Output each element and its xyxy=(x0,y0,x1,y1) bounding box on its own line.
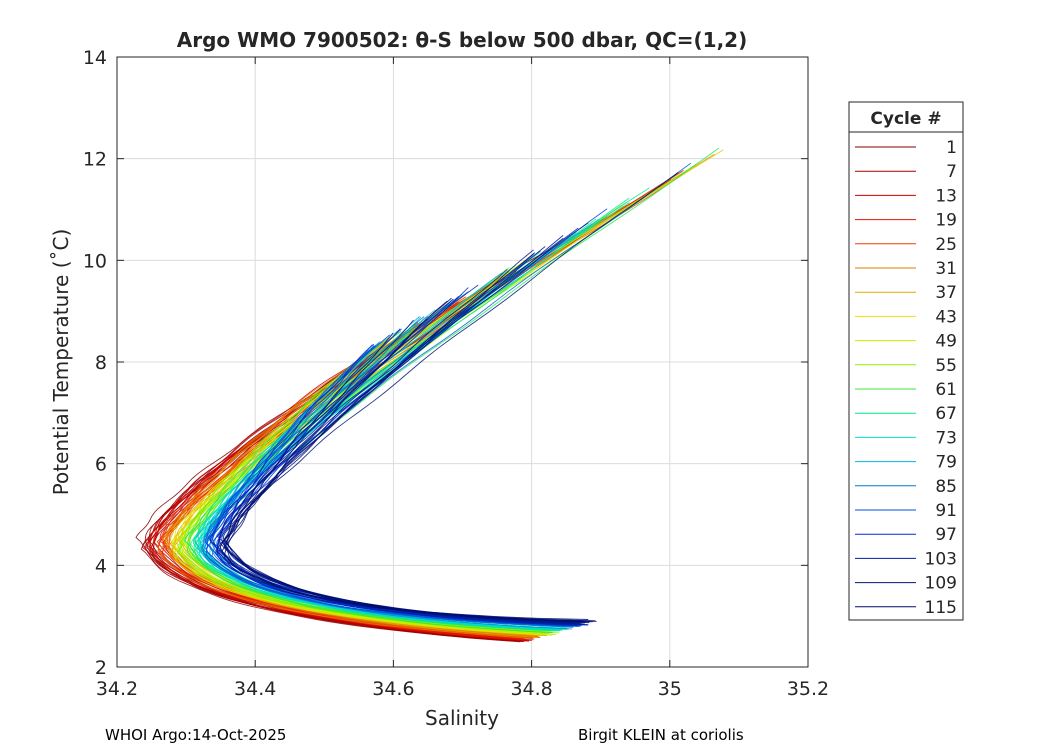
x-axis-label: Salinity xyxy=(425,706,499,730)
y-axis-label: Potential Temperature (˚C) xyxy=(49,229,73,496)
profile-line xyxy=(221,332,597,622)
profile-line xyxy=(203,250,572,630)
footer-left: WHOI Argo:14-Oct-2025 xyxy=(105,726,287,744)
legend-label: 1 xyxy=(946,138,957,158)
legend-label: 31 xyxy=(935,259,957,279)
profile-lines xyxy=(135,147,724,643)
profile-line xyxy=(145,336,532,642)
legend-title: Cycle # xyxy=(870,109,941,129)
y-tick-label: 8 xyxy=(95,352,107,374)
legend-label: 85 xyxy=(935,477,957,497)
chart-title: Argo WMO 7900502: θ-S below 500 dbar, QC… xyxy=(177,28,747,52)
legend: Cycle # 1 7 13 19 25 31 37 43 49 55 61 67 73 79 85 91 97… xyxy=(848,101,964,621)
legend-label: 115 xyxy=(925,598,957,618)
x-tick-label: 34.6 xyxy=(372,678,414,700)
legend-label: 13 xyxy=(935,186,957,206)
profile-line xyxy=(191,147,720,632)
axis-ticks: 34.2 34.4 34.6 34.8 35 35.2 2 4 6 8 10 12 14 xyxy=(83,47,829,700)
legend-label: 91 xyxy=(935,501,957,521)
legend-label: 79 xyxy=(935,453,957,473)
profile-line xyxy=(227,297,590,624)
profile-line xyxy=(158,342,531,639)
legend-label: 55 xyxy=(935,356,957,376)
y-tick-label: 2 xyxy=(95,657,107,679)
legend-entries: 1 7 13 19 25 31 37 43 49 55 61 67 73 79 85 91 97 103 109 11… xyxy=(855,138,957,618)
x-tick-label: 34.4 xyxy=(234,678,276,700)
legend-label: 19 xyxy=(935,211,957,231)
legend-label: 25 xyxy=(935,235,957,255)
legend-label: 67 xyxy=(935,404,957,424)
x-tick-label: 35.2 xyxy=(787,678,829,700)
legend-label: 97 xyxy=(935,525,957,545)
x-tick-label: 34.2 xyxy=(96,678,138,700)
profile-line xyxy=(215,343,582,627)
legend-label: 109 xyxy=(925,574,957,594)
legend-label: 61 xyxy=(935,380,957,400)
y-tick-label: 14 xyxy=(83,47,107,69)
y-tick-label: 6 xyxy=(95,454,107,476)
x-tick-label: 34.8 xyxy=(510,678,552,700)
y-tick-label: 12 xyxy=(83,149,107,171)
x-tick-label: 35 xyxy=(658,678,682,700)
y-tick-label: 10 xyxy=(83,250,107,272)
legend-label: 37 xyxy=(935,283,957,303)
legend-label: 49 xyxy=(935,332,957,352)
legend-label: 73 xyxy=(935,428,957,448)
legend-label: 103 xyxy=(925,549,957,569)
legend-box xyxy=(848,101,964,621)
profile-line xyxy=(219,252,589,620)
y-tick-label: 4 xyxy=(95,555,107,577)
legend-label: 43 xyxy=(935,307,957,327)
footer-right: Birgit KLEIN at coriolis xyxy=(578,726,744,744)
profile-line xyxy=(216,328,588,626)
legend-label: 7 xyxy=(946,162,957,182)
profile-line xyxy=(194,232,577,631)
